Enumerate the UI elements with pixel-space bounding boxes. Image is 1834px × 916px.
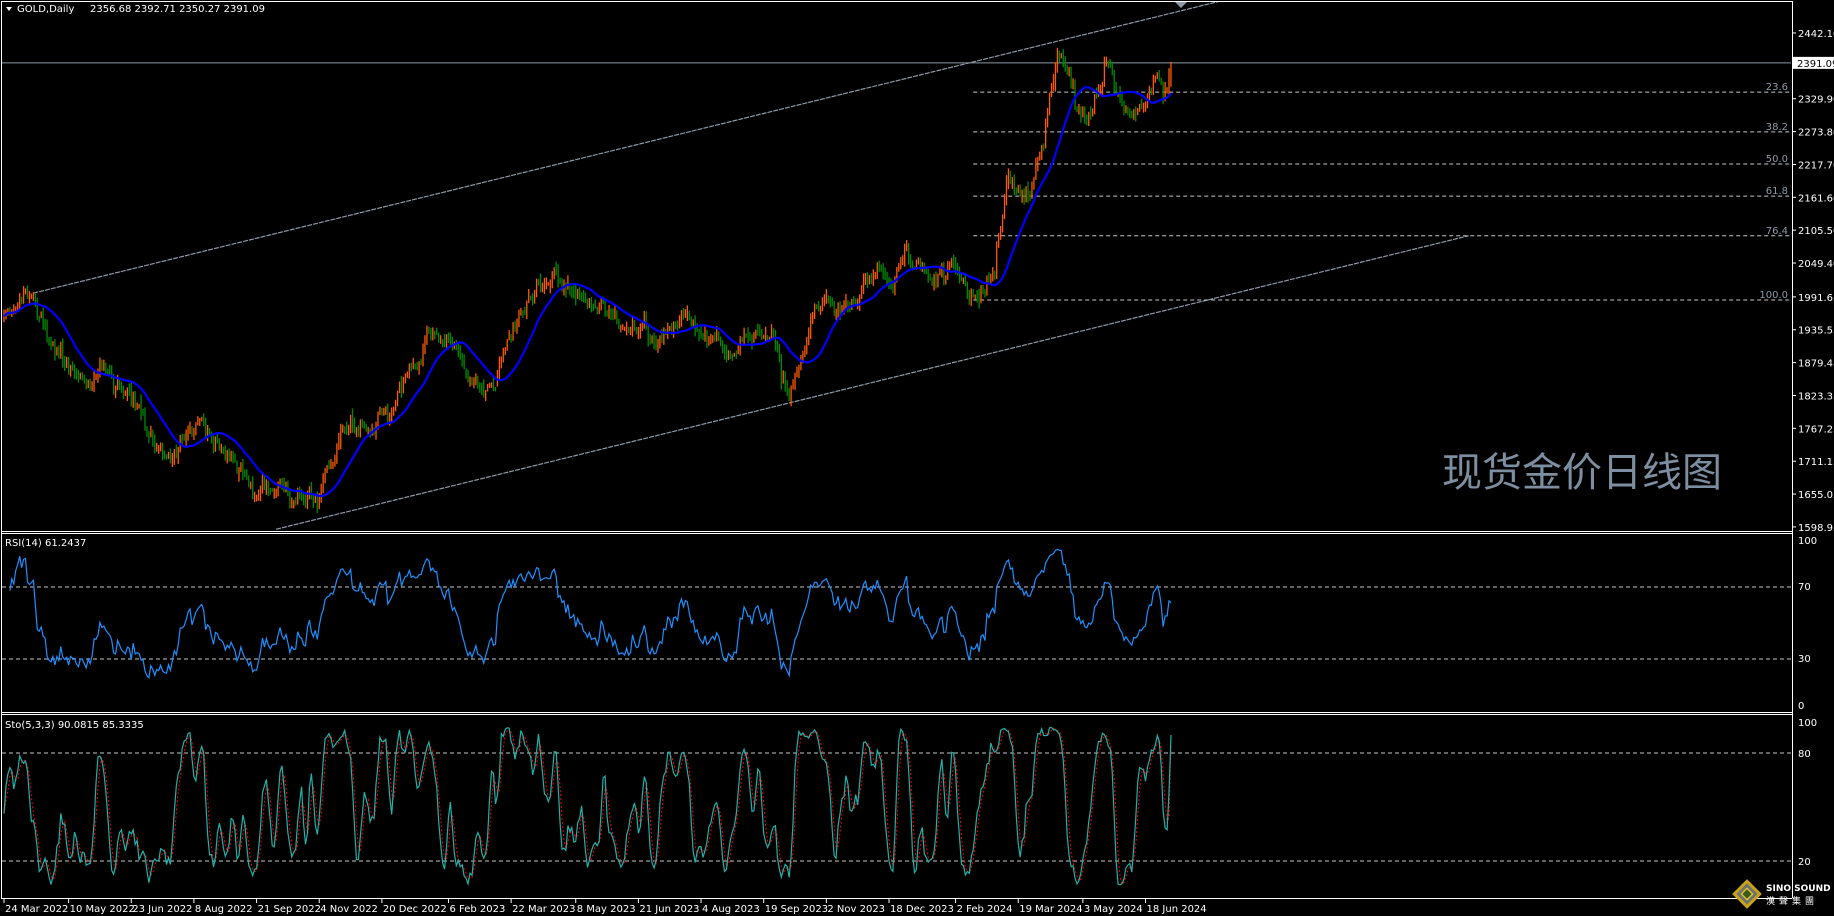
current-price-badge xyxy=(1793,56,1834,69)
time-tick-label: 18 Dec 2023 xyxy=(890,904,954,915)
price-tick-label: 2049.40 xyxy=(1798,259,1834,270)
symbol-timeframe: GOLD,Daily xyxy=(17,4,74,15)
time-tick-label: 8 Aug 2022 xyxy=(195,904,253,915)
price-tick-label: 1767.25 xyxy=(1798,424,1834,435)
fibonacci-level-label: 61.8 xyxy=(1766,186,1788,197)
time-tick-label: 8 May 2023 xyxy=(577,904,636,915)
price-tick-label: 2217.70 xyxy=(1798,160,1834,171)
time-tick-label: 4 Nov 2022 xyxy=(320,904,378,915)
time-tick-label: 19 Mar 2024 xyxy=(1019,904,1082,915)
price-tick-label: 2105.50 xyxy=(1798,226,1834,237)
sino-sound-logo: SINO SOUND 漢聲集團 xyxy=(1732,879,1831,909)
channel-trendline[interactable] xyxy=(33,0,1223,294)
rsi-tick-label: 100 xyxy=(1798,536,1817,547)
fibonacci-level-label: 38.2 xyxy=(1766,122,1788,133)
rsi-tick-label: 30 xyxy=(1798,654,1811,665)
fibonacci-level-label: 100.0 xyxy=(1759,290,1788,301)
svg-text:漢聲集團: 漢聲集團 xyxy=(1766,895,1818,907)
price-tick-label: 2442.10 xyxy=(1798,29,1834,40)
price-tick-label: 1711.15 xyxy=(1798,457,1834,468)
time-tick-label: 22 Mar 2023 xyxy=(512,904,575,915)
main-pane-objects xyxy=(2,0,1791,530)
stochastic-tick-label: 100 xyxy=(1798,718,1817,729)
price-tick-label: 1991.65 xyxy=(1798,293,1834,304)
price-tick-label: 1879.45 xyxy=(1798,359,1834,370)
time-tick-label: 20 Dec 2022 xyxy=(383,904,447,915)
logo-diamond-icon xyxy=(1732,879,1762,909)
svg-text:SINO SOUND: SINO SOUND xyxy=(1766,884,1831,894)
triangle-down-icon[interactable] xyxy=(6,7,12,11)
time-tick-label: 19 Sep 2023 xyxy=(765,904,828,915)
moving-average-line xyxy=(3,86,1172,498)
rsi-label: RSI(14) 61.2437 xyxy=(5,538,86,549)
price-tick-label: 1823.35 xyxy=(1798,391,1834,402)
stochastic-main-line xyxy=(3,726,1172,887)
stochastic-tick-label: 20 xyxy=(1798,857,1811,868)
stochastic-pane[interactable] xyxy=(2,726,1791,887)
main-pane-header[interactable]: GOLD,Daily 2356.68 2392.71 2350.27 2391.… xyxy=(6,4,265,15)
rsi-tick-label: 0 xyxy=(1798,701,1804,712)
time-tick-label: 4 Aug 2023 xyxy=(702,904,760,915)
time-tick-label: 21 Sep 2022 xyxy=(258,904,321,915)
time-tick-label: 2 Feb 2024 xyxy=(957,904,1013,915)
time-tick-label: 18 Jun 2024 xyxy=(1147,904,1207,915)
rsi-line xyxy=(9,548,1172,680)
rsi-tick-label: 70 xyxy=(1798,582,1811,593)
time-tick-label: 24 Mar 2022 xyxy=(5,904,68,915)
axes: 23.6 38.2 50.0 61.8 76.4 100.0 2442.10 2329.90 2… xyxy=(3,29,1834,915)
fibonacci-level-label: 50.0 xyxy=(1766,154,1788,165)
time-tick-label: 2 Nov 2023 xyxy=(827,904,885,915)
time-tick-label: 6 Feb 2023 xyxy=(449,904,505,915)
time-tick-label: 23 Jun 2022 xyxy=(132,904,192,915)
price-tick-label: 1935.55 xyxy=(1798,326,1834,337)
channel-trendline[interactable] xyxy=(276,235,1469,530)
stochastic-label: Sto(5,3,3) 90.0815 85.3335 xyxy=(5,720,144,731)
stochastic-tick-label: 80 xyxy=(1798,749,1811,760)
price-tick-label: 2329.90 xyxy=(1798,95,1834,106)
price-tick-label: 1598.95 xyxy=(1798,523,1834,534)
ohlc-values: 2356.68 2392.71 2350.27 2391.09 xyxy=(90,4,265,15)
stochastic-signal-line xyxy=(3,727,1172,886)
price-tick-label: 2161.60 xyxy=(1798,193,1834,204)
time-tick-label: 21 Jun 2023 xyxy=(639,904,699,915)
price-tick-label: 2273.80 xyxy=(1798,128,1834,139)
time-tick-label: 3 May 2024 xyxy=(1084,904,1143,915)
moving-average xyxy=(3,86,1172,498)
fibonacci-level-label: 23.6 xyxy=(1766,82,1788,93)
time-tick-label: 10 May 2022 xyxy=(70,904,135,915)
chart-frame xyxy=(1,1,1793,899)
rsi-pane[interactable] xyxy=(2,548,1791,680)
watermark-text: 现货金价日线图 xyxy=(1442,450,1722,496)
price-tick-label: 1655.05 xyxy=(1798,490,1834,501)
fibonacci-level-label: 76.4 xyxy=(1766,226,1788,237)
chart-shift-marker-icon[interactable] xyxy=(1175,2,1187,8)
current-price-label: 2391.09 xyxy=(1797,59,1834,70)
